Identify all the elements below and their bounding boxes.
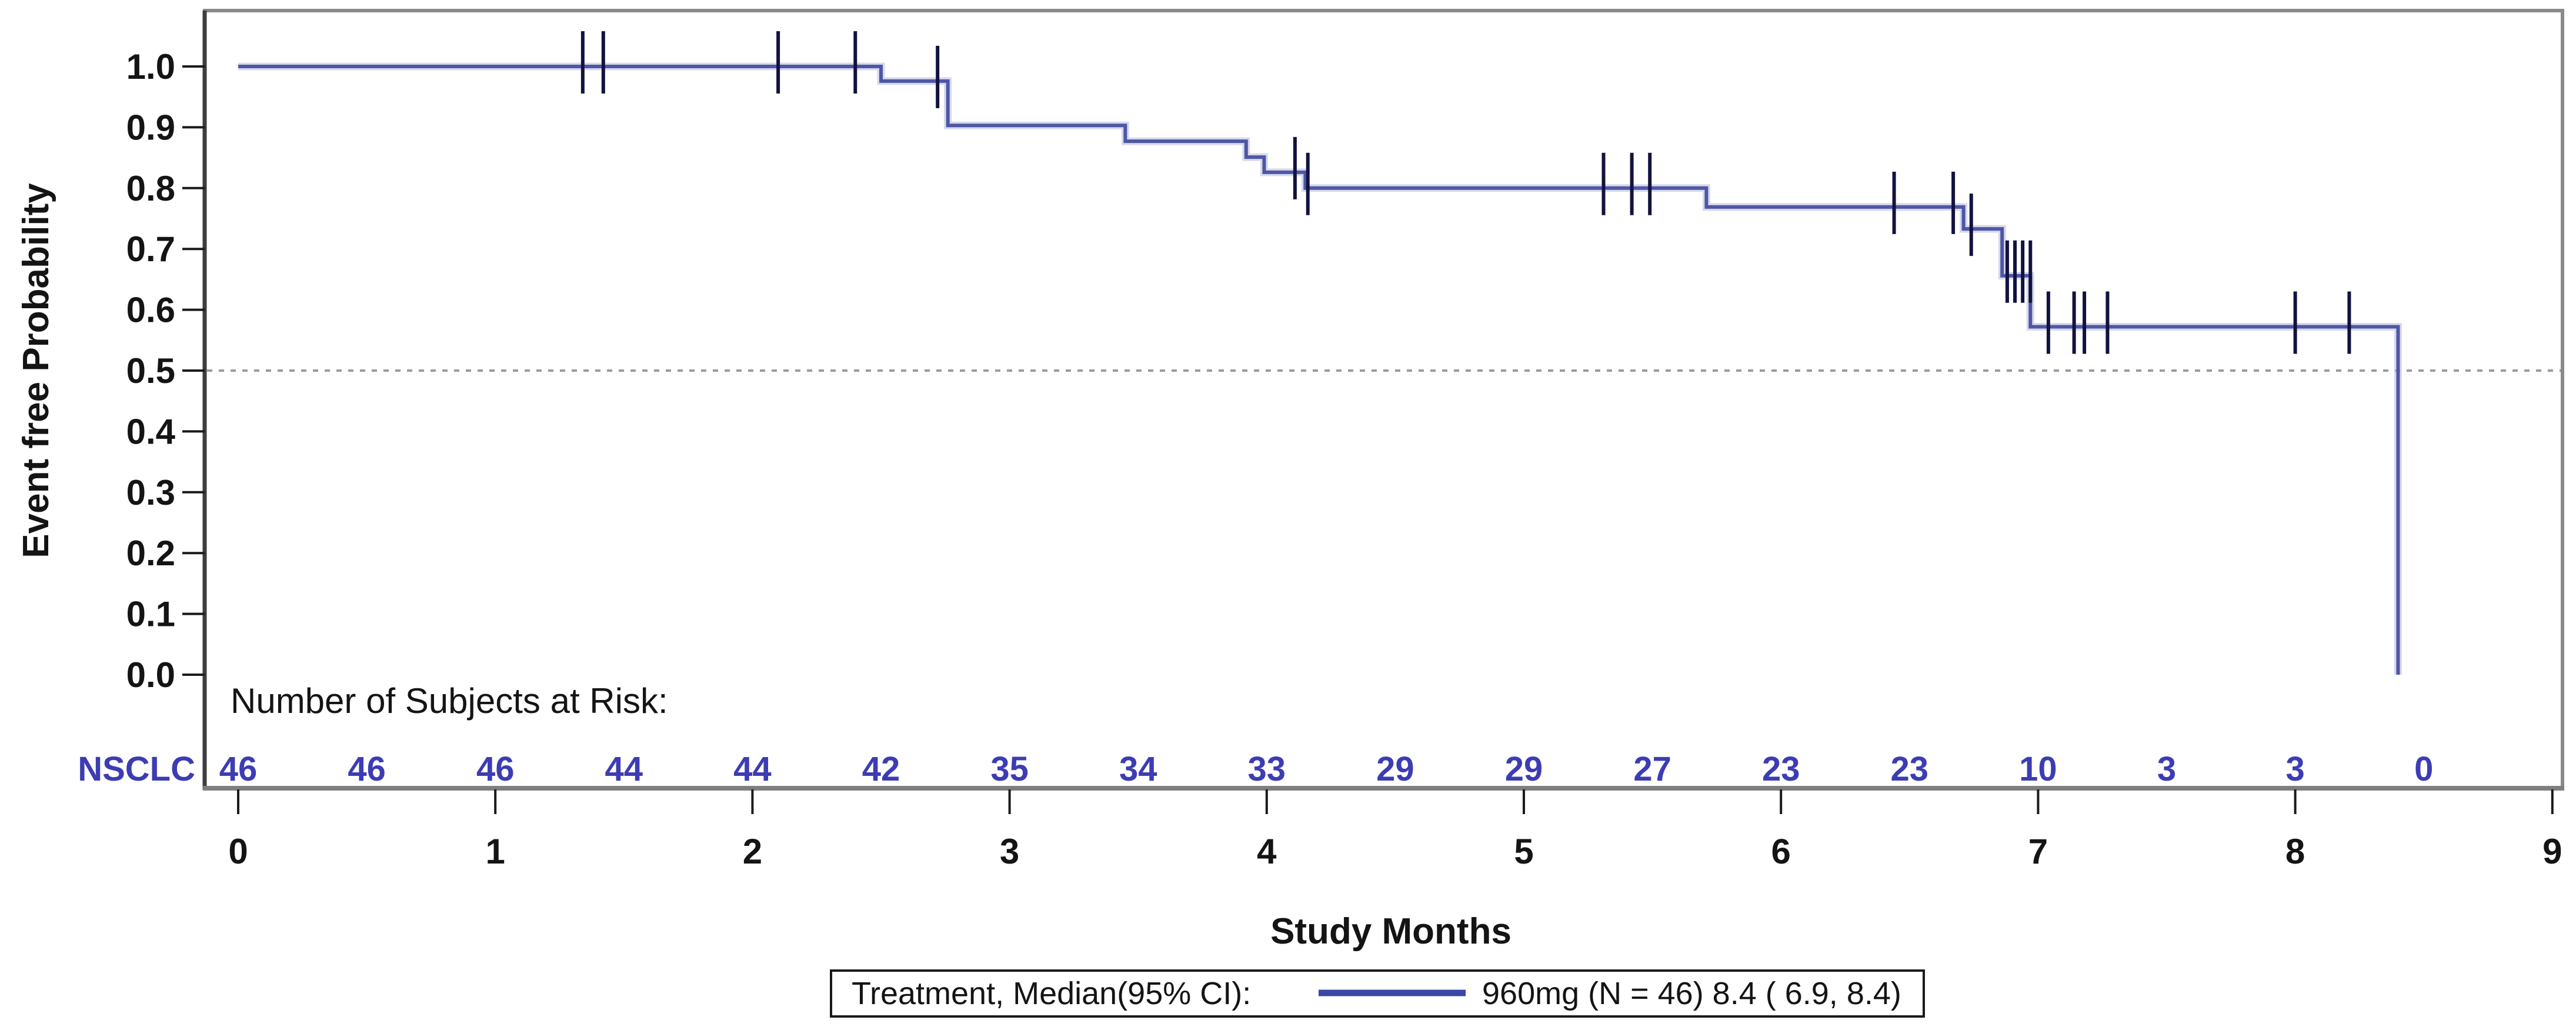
legend: Treatment, Median(95% CI): 960mg (N = 46)… [830, 969, 1925, 1018]
risk-count: 27 [1633, 750, 1671, 788]
y-tick-label: 0.9 [126, 108, 175, 147]
risk-count: 44 [605, 750, 643, 788]
y-tick-label: 0.6 [126, 291, 175, 330]
risk-count: 0 [2414, 750, 2433, 788]
risk-group-label: NSCLC [78, 750, 195, 788]
plot-frame [202, 9, 2564, 791]
risk-count: 29 [1376, 750, 1414, 788]
risk-count: 34 [1119, 750, 1157, 788]
risk-count: 10 [2019, 750, 2057, 788]
km-curve [238, 65, 2400, 675]
risk-count: 42 [862, 750, 900, 788]
risk-table-title: Number of Subjects at Risk: [231, 681, 668, 721]
y-tick-label: 0.0 [126, 655, 175, 695]
x-tick-label: 6 [1771, 832, 1791, 871]
x-tick-label: 4 [1257, 832, 1277, 871]
x-tick-label: 5 [1514, 832, 1533, 871]
y-tick-label: 0.4 [126, 412, 176, 451]
risk-count: 23 [1762, 750, 1800, 788]
censor-marks [580, 31, 2351, 354]
risk-count: 33 [1248, 750, 1286, 788]
risk-count: 44 [733, 750, 772, 788]
x-axis: 0 1 2 3 4 5 6 7 8 9 [228, 789, 2562, 871]
y-tick-label: 0.1 [126, 595, 175, 634]
y-tick-label: 0.3 [126, 473, 175, 512]
risk-count: 46 [348, 750, 386, 788]
x-tick-label: 1 [486, 832, 505, 871]
km-curve-group [238, 62, 2402, 675]
y-tick-label: 0.2 [126, 534, 175, 573]
x-tick-label: 2 [743, 832, 762, 871]
legend-entry: 960mg (N = 46) 8.4 ( 6.9, 8.4) [1482, 976, 1901, 1011]
x-tick-label: 9 [2542, 832, 2562, 871]
risk-count: 29 [1505, 750, 1543, 788]
x-tick-label: 7 [2028, 832, 2048, 871]
y-axis-title: Event free Probability [16, 183, 56, 558]
y-axis: 1.0 0.9 0.8 0.7 0.6 0.5 0.4 0.3 0.2 0.1 0.0 [126, 47, 205, 695]
risk-count: 46 [219, 750, 258, 788]
y-tick-label: 0.7 [126, 229, 175, 269]
x-axis-title: Study Months [1270, 911, 1511, 952]
risk-count: 23 [1891, 750, 1929, 788]
risk-table: Number of Subjects at Risk: NSCLC 46 46 46 44… [78, 681, 2433, 788]
legend-prefix: Treatment, Median(95% CI): [852, 976, 1251, 1011]
y-tick-label: 0.8 [126, 169, 175, 208]
risk-count: 3 [2285, 750, 2304, 788]
x-tick-label: 0 [228, 832, 248, 871]
x-tick-label: 3 [1000, 832, 1019, 871]
y-tick-label: 1.0 [126, 47, 175, 86]
risk-count: 46 [476, 750, 515, 788]
risk-count: 35 [990, 750, 1029, 788]
y-tick-label: 0.5 [126, 351, 175, 391]
risk-count: 3 [2157, 750, 2176, 788]
x-tick-label: 8 [2285, 832, 2305, 871]
